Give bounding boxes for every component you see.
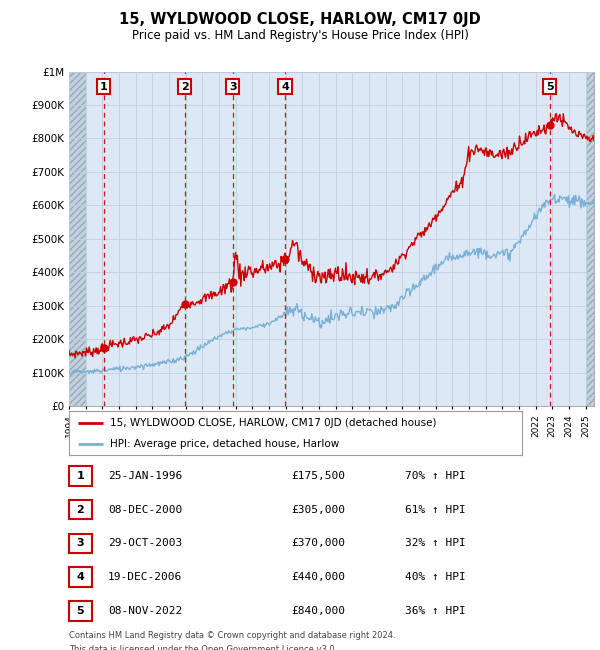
Text: HPI: Average price, detached house, Harlow: HPI: Average price, detached house, Harl… [110,439,339,449]
Text: 4: 4 [76,572,85,582]
Text: 08-DEC-2000: 08-DEC-2000 [108,504,182,515]
Text: 08-NOV-2022: 08-NOV-2022 [108,606,182,616]
Text: 1: 1 [100,81,107,92]
Text: £370,000: £370,000 [291,538,345,549]
Text: 15, WYLDWOOD CLOSE, HARLOW, CM17 0JD (detached house): 15, WYLDWOOD CLOSE, HARLOW, CM17 0JD (de… [110,418,436,428]
Bar [586,72,594,406]
Text: 25-JAN-1996: 25-JAN-1996 [108,471,182,481]
Text: 2: 2 [181,81,188,92]
Text: 5: 5 [77,606,84,616]
Text: 5: 5 [546,81,554,92]
Text: 70% ↑ HPI: 70% ↑ HPI [405,471,466,481]
Text: 61% ↑ HPI: 61% ↑ HPI [405,504,466,515]
Text: 36% ↑ HPI: 36% ↑ HPI [405,606,466,616]
Text: This data is licensed under the Open Government Licence v3.0.: This data is licensed under the Open Gov… [69,645,337,650]
Text: 40% ↑ HPI: 40% ↑ HPI [405,572,466,582]
Text: 19-DEC-2006: 19-DEC-2006 [108,572,182,582]
Text: 3: 3 [229,81,236,92]
Text: 2: 2 [77,504,84,515]
Text: £440,000: £440,000 [291,572,345,582]
Bar [69,72,86,406]
Text: 1: 1 [77,471,84,481]
Text: 15, WYLDWOOD CLOSE, HARLOW, CM17 0JD: 15, WYLDWOOD CLOSE, HARLOW, CM17 0JD [119,12,481,27]
Text: Contains HM Land Registry data © Crown copyright and database right 2024.: Contains HM Land Registry data © Crown c… [69,631,395,640]
Text: Price paid vs. HM Land Registry's House Price Index (HPI): Price paid vs. HM Land Registry's House … [131,29,469,42]
Text: 4: 4 [281,81,289,92]
Text: 29-OCT-2003: 29-OCT-2003 [108,538,182,549]
Text: £840,000: £840,000 [291,606,345,616]
Text: 32% ↑ HPI: 32% ↑ HPI [405,538,466,549]
Text: 3: 3 [77,538,84,549]
Text: £305,000: £305,000 [291,504,345,515]
Text: £175,500: £175,500 [291,471,345,481]
